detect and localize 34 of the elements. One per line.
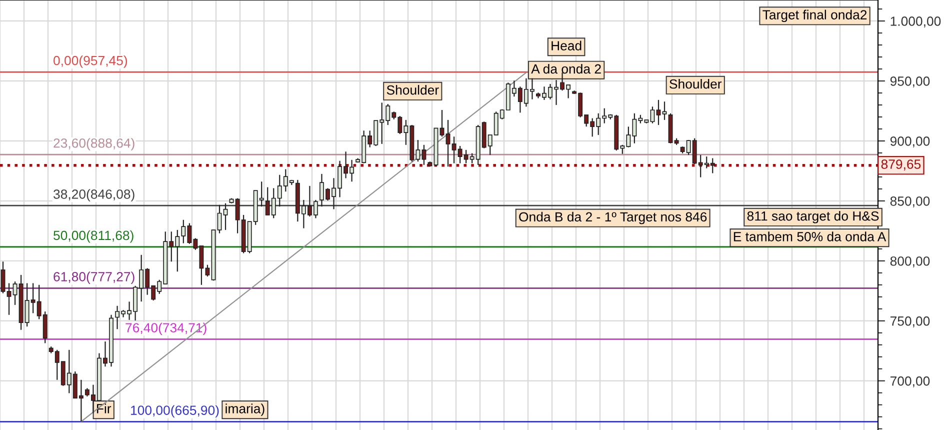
candlestick <box>217 204 222 234</box>
candlestick <box>6 282 12 316</box>
annotation: E tambem 50% da onda A <box>734 232 886 242</box>
y-tick-label: 800,00 <box>890 256 930 268</box>
candlestick <box>223 202 228 230</box>
candlestick <box>446 119 450 168</box>
annotation: 811 sao target do H&S <box>747 211 879 224</box>
annotation: Onda B da 2 - 1º Target nos 846 <box>519 212 707 224</box>
ref-line-label: 61,80(777,27) <box>54 272 134 284</box>
y-tick-label: 1.000,00 <box>890 16 941 28</box>
candlestick <box>656 99 661 126</box>
y-tick-label: 750,00 <box>890 316 930 328</box>
annotation: Shoulder <box>670 78 722 89</box>
y-tick-label: 700,00 <box>890 376 930 388</box>
annotation: imaria) <box>226 404 264 416</box>
ref-line-label: 23,60(888,64) <box>54 138 134 150</box>
y-tick-label: 950,00 <box>890 76 930 88</box>
candlestick <box>662 101 667 120</box>
annotation: Target final onda2 <box>762 10 867 22</box>
candlestick <box>440 109 444 138</box>
ref-line-label: 38,20(846,08) <box>54 189 134 202</box>
annotation: A da onda 2 <box>531 64 601 74</box>
ref-line-label: 879,65 <box>881 160 921 170</box>
candlestick <box>205 264 210 278</box>
ref-line-label: 50,00(811,68) <box>54 230 134 243</box>
ref-line-label: 0,00(957,45) <box>54 56 128 68</box>
candlestick <box>650 106 655 124</box>
y-tick-label: 900,00 <box>890 136 930 148</box>
annotation: Fir <box>96 404 112 414</box>
ref-line-label: 76,40(734,71) <box>126 322 206 336</box>
y-tick-label: 850,00 <box>890 196 930 208</box>
annotation: Shoulder <box>386 85 439 95</box>
ref-line-label: 100,00(665,90) <box>131 405 219 418</box>
annotation: Head <box>552 40 582 50</box>
